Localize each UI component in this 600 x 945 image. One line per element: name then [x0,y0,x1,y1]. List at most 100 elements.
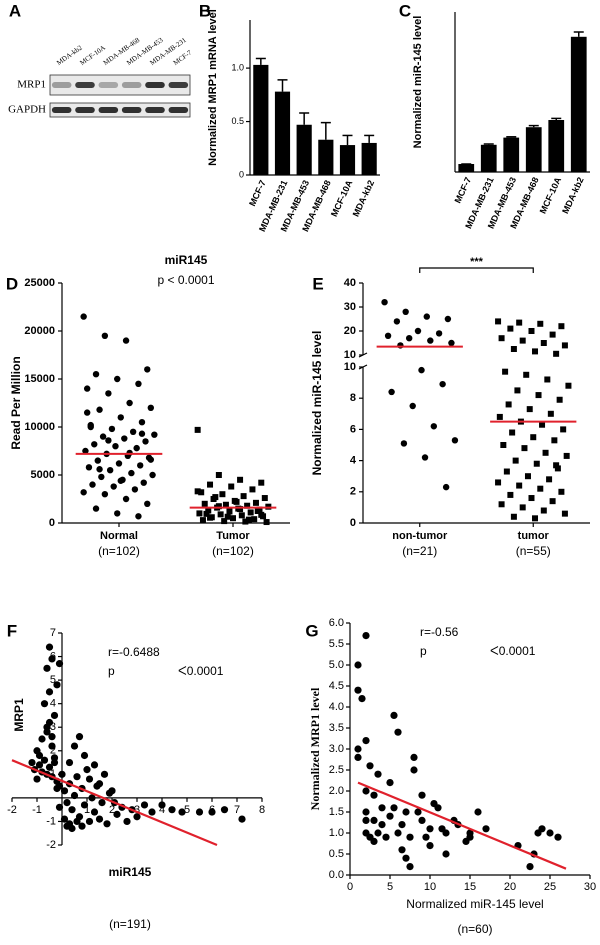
band [98,107,119,113]
n-label: (n=21) [402,544,437,558]
point [394,829,402,837]
point [237,476,244,483]
point [549,498,556,505]
point [83,766,91,774]
point [442,829,450,837]
bar [503,137,520,172]
band [121,107,142,113]
band [121,82,142,88]
point [117,477,124,484]
point [219,491,226,498]
point [553,462,560,469]
point [524,473,531,480]
point [537,485,544,492]
x-tick-label: MDA-kb2 [560,176,586,216]
point [563,452,570,459]
point [378,804,386,812]
y-tick-label: 1.5 [329,806,344,818]
point [547,410,554,417]
point [237,506,244,513]
y-axis-label: MRP1 [12,698,26,732]
point [85,464,93,471]
y-tick-label: -1 [46,815,56,827]
band [51,107,72,113]
point [390,804,398,812]
band [75,107,95,113]
x-tick-label: Normal [100,530,138,542]
point [565,382,572,389]
point [358,695,366,703]
x-tick-label: 25 [544,881,556,893]
point [100,770,109,778]
x-tick-label: 5 [387,881,393,893]
point [495,479,502,486]
point [354,661,362,669]
point [112,443,119,450]
point [451,437,459,444]
point [53,784,61,793]
point [43,723,51,731]
point [528,495,535,502]
point [217,511,224,518]
point [110,483,117,490]
x-tick-label: 5 [184,804,190,816]
point [148,808,156,816]
point [558,323,565,330]
point [498,335,505,342]
point [75,733,84,741]
band [168,107,189,113]
band [98,82,119,88]
y-tick-label: 4.0 [329,701,344,713]
point [50,711,59,720]
y-tick-label: 25000 [24,277,55,289]
y-tick-label: 20 [344,325,356,337]
point [50,758,59,767]
point [549,331,556,338]
point [400,440,408,447]
point [147,456,155,463]
point [70,742,79,750]
point [195,808,204,816]
point [221,518,228,525]
point [90,761,99,769]
point [203,510,210,517]
point [507,325,514,332]
point [370,837,378,846]
n-label: (n=60) [457,922,492,936]
point [83,385,91,392]
x-tick-label: 7 [234,804,240,816]
point [129,428,137,435]
point [135,380,142,387]
x-tick-label: non-tumor [392,530,448,542]
point [99,433,107,440]
y-tick-label: 2 [350,486,356,498]
point [222,501,229,508]
chart-title: miR145 [165,253,208,267]
point [194,426,201,433]
point [542,449,549,456]
point [444,315,452,323]
significance-label: *** [470,256,484,268]
point [65,820,74,828]
point [247,509,254,516]
point [381,299,388,306]
point [514,387,521,394]
y-tick-label: 0 [49,517,55,529]
r-value: r=-0.6488 [108,645,160,659]
point [362,737,370,745]
y-tick-label: 10000 [24,421,55,433]
point [85,775,94,783]
point [85,817,94,826]
point [43,664,51,672]
y-tick-label: 30 [344,301,356,313]
point [70,791,79,800]
point [58,770,66,778]
point [224,513,231,520]
x-tick-label: -1 [32,804,42,816]
y-tick-label: 4 [50,698,56,710]
y-axis-label: Normalized MRP1 mRNA level [207,9,219,166]
y-tick-label: 5.5 [329,638,344,650]
point [354,753,362,762]
point [398,846,406,854]
